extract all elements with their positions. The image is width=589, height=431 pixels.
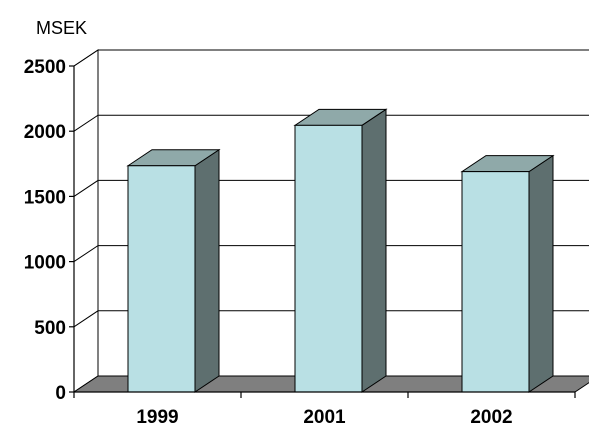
unit-label: MSEK [36, 18, 87, 38]
y-tick-label: 1000 [24, 253, 66, 274]
bar-side [361, 108, 387, 393]
bar-front [461, 171, 530, 393]
gridline [73, 310, 589, 328]
bar-front [127, 165, 196, 393]
gridline [73, 245, 589, 263]
bar-side [194, 148, 220, 393]
y-tick-label: 500 [34, 318, 66, 339]
y-tick-label: 1500 [24, 187, 66, 208]
bar-2001 [293, 108, 388, 393]
x-tick-label: 2001 [303, 407, 346, 428]
bar-1999 [126, 148, 221, 393]
side-wall [73, 49, 99, 393]
x-tick-label: 1999 [136, 407, 178, 428]
x-tick-labels: 1999 2001 2002 [136, 407, 512, 428]
y-tick-label: 2500 [24, 57, 66, 78]
gridline [73, 114, 589, 132]
gridline [73, 179, 589, 197]
y-tick-label: 2000 [24, 122, 66, 143]
gridline [73, 49, 589, 67]
bars [126, 108, 555, 393]
bar-2002 [460, 154, 555, 393]
axes [69, 65, 576, 398]
gridlines [73, 49, 589, 328]
y-tick-labels: 0 500 1000 1500 2000 2500 [24, 57, 66, 404]
y-tick-label: 0 [55, 383, 66, 404]
x-tick-label: 2002 [470, 407, 512, 428]
bar-front [294, 124, 363, 393]
bar-side [528, 154, 554, 393]
